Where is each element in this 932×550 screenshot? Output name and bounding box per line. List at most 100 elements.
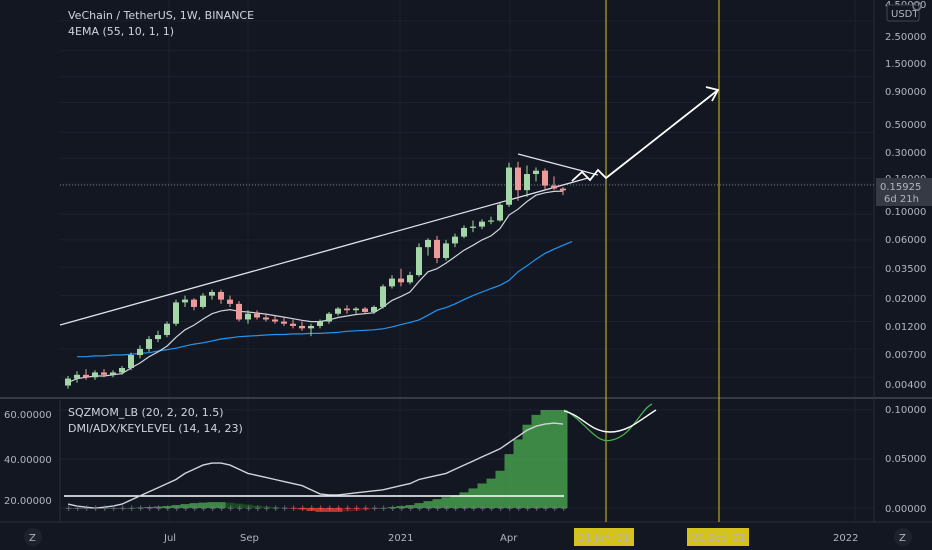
projected-momentum[interactable]: [563, 403, 653, 442]
squeeze-cross: +: [533, 504, 541, 514]
squeeze-cross: +: [209, 504, 217, 514]
last-price: 0.15925: [880, 182, 921, 193]
momentum-bar: [162, 506, 172, 508]
momentum-bar: [495, 470, 505, 508]
momentum-bar: [378, 508, 388, 509]
momentum-bar: [432, 499, 442, 508]
squeeze-cross: +: [236, 504, 244, 514]
price-tick: 2.50000: [885, 32, 926, 43]
candle-body: [182, 299, 188, 303]
squeeze-cross: +: [452, 504, 460, 514]
momentum-bar: [81, 508, 91, 509]
squeeze-cross: +: [362, 504, 370, 514]
momentum-bar: [315, 508, 325, 512]
momentum-bar: [108, 508, 118, 509]
date-badge-jun21: [574, 528, 634, 546]
long-trendline[interactable]: [59, 177, 589, 326]
candle-body: [65, 378, 71, 386]
candle-body: [380, 286, 386, 307]
squeeze-cross: +: [551, 504, 559, 514]
momentum-bar: [522, 424, 532, 508]
squeeze-cross: +: [371, 504, 379, 514]
momentum-bar: [234, 503, 244, 508]
vertical-grid: [168, 0, 856, 522]
symbol-title: VeChain / TetherUS, 1W, BINANCE: [68, 9, 254, 22]
candle-body: [434, 239, 440, 259]
zoom-right-button[interactable]: Z: [894, 528, 912, 546]
candle-body: [164, 323, 170, 336]
momentum-bar: [342, 508, 352, 512]
candle-body: [407, 275, 413, 283]
candle-body: [461, 227, 467, 237]
price-tick: 1.50000: [885, 59, 926, 70]
projected-adx[interactable]: [563, 409, 657, 433]
candle-body: [281, 321, 287, 324]
candle-body: [308, 325, 314, 329]
momentum-bar: [207, 502, 217, 508]
squeeze-cross: +: [470, 504, 478, 514]
squeeze-cross: +: [272, 504, 280, 514]
candle-body: [110, 372, 116, 375]
dmi-legend: DMI/ADX/KEYLEVEL (14, 14, 23): [68, 422, 243, 435]
momentum-bar: [252, 505, 262, 508]
candle-body: [173, 302, 179, 324]
gear-icon[interactable]: [912, 1, 922, 11]
momentum-bar: [468, 488, 478, 508]
candle-body: [101, 372, 107, 375]
adx-tick: 40.00000: [4, 455, 52, 466]
momentum-bar: [531, 414, 541, 508]
candle-body: [200, 295, 206, 307]
date-label-jun21: 21 Jun '21: [579, 533, 629, 544]
candle-body: [515, 167, 521, 191]
momentum-bar: [549, 410, 559, 508]
candle-body: [506, 167, 512, 205]
projection-arrowhead[interactable]: [705, 86, 720, 102]
bar-countdown: 6d 21h: [884, 194, 919, 205]
date-badge-sep21: [687, 528, 749, 546]
adx-line: [67, 422, 564, 509]
squeeze-cross: +: [353, 504, 361, 514]
squeeze-cross: +: [416, 504, 424, 514]
momentum-bar: [504, 454, 514, 508]
candle-body: [452, 236, 458, 244]
zoom-left-button[interactable]: Z: [24, 528, 42, 546]
squeeze-cross: +: [290, 504, 298, 514]
currency-badge[interactable]: [886, 4, 920, 22]
projection-path[interactable]: [571, 89, 719, 182]
candle-body: [497, 204, 503, 221]
time-tick-2022: 2022: [833, 533, 858, 544]
triangle-upper-line[interactable]: [517, 153, 599, 176]
momentum-bar: [216, 502, 226, 508]
time-tick-sep: Sep: [240, 533, 259, 544]
candle-body: [335, 308, 341, 314]
squeeze-cross: +: [182, 504, 190, 514]
squeeze-cross: +: [119, 504, 127, 514]
time-tick-2021: 2021: [388, 533, 413, 544]
price-tick: 0.30000: [885, 148, 926, 159]
momentum-bar: [225, 502, 235, 508]
sqz-tick: 0.10000: [885, 405, 926, 416]
candle-body: [245, 313, 251, 320]
squeeze-cross: +: [407, 504, 415, 514]
squeeze-cross: +: [317, 504, 325, 514]
momentum-bar: [261, 506, 271, 508]
candles: [65, 161, 566, 389]
squeeze-cross: +: [146, 504, 154, 514]
momentum-bar: [117, 508, 127, 509]
squeeze-cross: +: [515, 504, 523, 514]
squeeze-cross: +: [164, 504, 172, 514]
candle-body: [146, 339, 152, 349]
price-pane[interactable]: [60, 0, 874, 396]
candle-body: [353, 308, 359, 311]
time-tick-jul: Jul: [163, 533, 176, 544]
sqz-tick: 0.05000: [885, 454, 926, 465]
candle-body: [551, 185, 557, 189]
momentum-bar: [135, 507, 145, 509]
candle-body: [443, 243, 449, 259]
horizontal-grid: [60, 20, 874, 509]
squeeze-cross: +: [218, 504, 226, 514]
momentum-bar: [153, 506, 163, 508]
squeeze-cross: +: [443, 504, 451, 514]
candle-body: [326, 313, 332, 322]
momentum-bar: [450, 495, 460, 508]
